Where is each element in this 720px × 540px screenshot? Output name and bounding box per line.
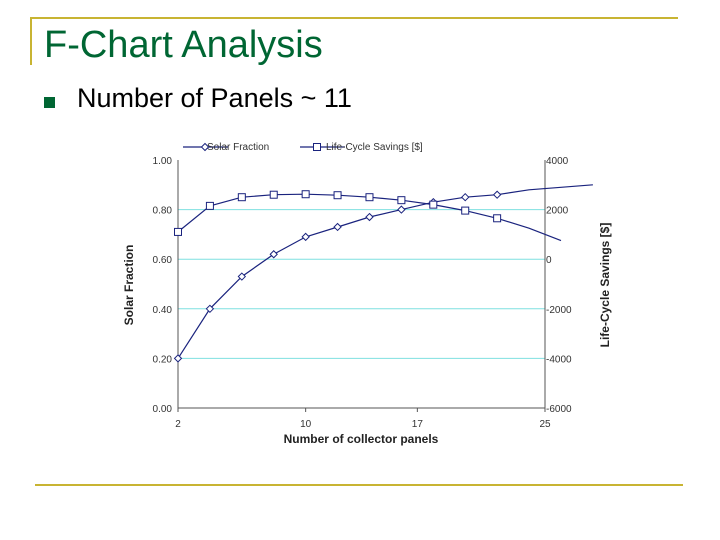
x-tick-label: 10 — [300, 419, 312, 430]
x-tick-label: 25 — [539, 419, 551, 430]
series-life-cycle-savings — [174, 190, 562, 242]
square-marker-icon — [365, 193, 374, 202]
diamond-marker-icon — [333, 222, 342, 232]
bottom-rule — [35, 484, 683, 486]
square-marker-icon — [313, 143, 321, 151]
y-left-tick-label: 0.00 — [153, 404, 173, 415]
top-rule — [30, 17, 678, 19]
square-marker-icon — [301, 190, 310, 199]
square-marker-icon — [397, 196, 406, 205]
bullet-text: Number of Panels ~ 11 — [77, 83, 352, 113]
y-left-axis-title: Solar Fraction — [122, 245, 136, 326]
x-tick-label: 17 — [412, 419, 424, 430]
square-bullet-icon — [44, 97, 55, 108]
y-right-tick-label: -2000 — [546, 305, 572, 316]
y-left-tick-label: 0.80 — [153, 206, 173, 217]
square-marker-icon — [174, 227, 182, 236]
series-solar-fraction — [173, 184, 593, 363]
axis-labels: Number of collector panels Solar Fraction… — [122, 223, 612, 446]
diamond-marker-icon — [397, 205, 406, 214]
square-marker-icon — [429, 200, 438, 209]
y-right-axis-title: Life-Cycle Savings [$] — [598, 223, 612, 348]
diamond-marker-icon — [200, 142, 210, 152]
diamond-marker-icon — [173, 354, 183, 363]
diamond-marker-icon — [461, 192, 470, 202]
x-axis-title: Number of collector panels — [284, 432, 439, 446]
x-tick-label: 2 — [175, 419, 181, 430]
square-marker-icon — [269, 190, 278, 199]
gridlines — [178, 209, 545, 359]
slide-title: F-Chart Analysis — [44, 24, 323, 66]
square-marker-icon — [205, 201, 214, 210]
y-left-tick-label: 0.60 — [153, 255, 173, 266]
square-marker-icon — [493, 214, 502, 223]
y-right-tick-label: 0 — [546, 255, 552, 266]
legend-label: Life-Cycle Savings [$] — [326, 142, 423, 153]
diamond-marker-icon — [205, 304, 215, 314]
series-line — [177, 184, 593, 359]
y-right-tick-label: 4000 — [546, 156, 569, 167]
diamond-marker-icon — [492, 190, 502, 199]
y-left-tick-label: 0.20 — [153, 354, 173, 365]
y-right-tick-label: -6000 — [546, 404, 572, 415]
left-rule — [30, 17, 32, 65]
y-left-tick-label: 1.00 — [153, 156, 173, 167]
square-marker-icon — [237, 193, 246, 202]
legend-label: Solar Fraction — [207, 142, 269, 153]
diamond-marker-icon — [301, 232, 310, 242]
axes: 0.00 -6000 0.20 -4000 0.40 -2000 0.60 0 0.80 2000… — [153, 156, 572, 430]
y-left-tick-label: 0.40 — [153, 305, 173, 316]
y-right-tick-label: -4000 — [546, 354, 572, 365]
square-marker-icon — [461, 206, 470, 215]
diamond-marker-icon — [237, 272, 247, 281]
legend: Solar Fraction Life-Cycle Savings [$] — [183, 142, 423, 153]
diamond-marker-icon — [269, 250, 278, 259]
y-right-tick-label: 2000 — [546, 206, 569, 217]
square-marker-icon — [333, 191, 342, 200]
diamond-marker-icon — [365, 212, 374, 222]
